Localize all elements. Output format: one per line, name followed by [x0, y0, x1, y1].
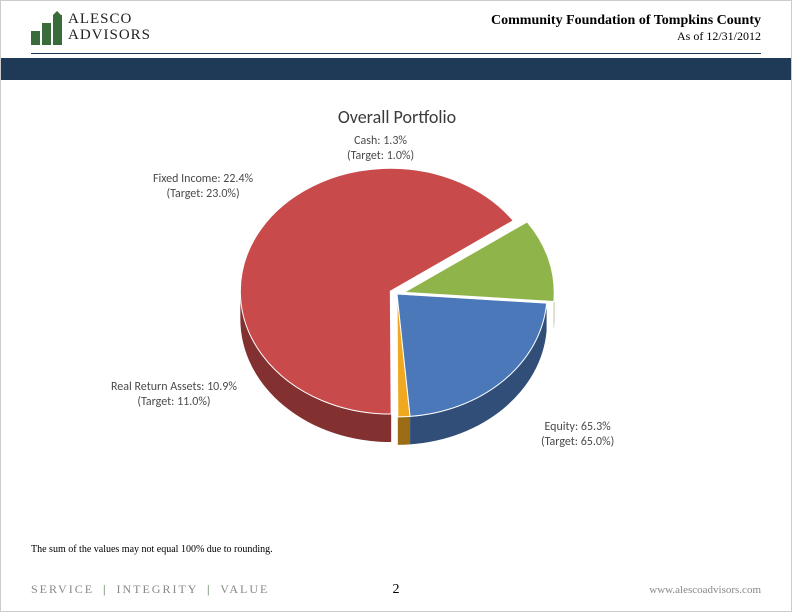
header-right: Community Foundation of Tompkins County … [491, 13, 761, 44]
footnote: The sum of the values may not equal 100%… [31, 544, 273, 555]
org-name: Community Foundation of Tompkins County [491, 13, 761, 29]
footer: SERVICE | INTEGRITY | VALUE 2 www.alesco… [1, 582, 791, 597]
logo-line1: ALESCO [68, 12, 151, 28]
header-divider [31, 53, 761, 54]
label-cash: Cash: 1.3% (Target: 1.0%) [347, 134, 414, 164]
header: ALESCO ADVISORS Community Foundation of … [1, 1, 791, 53]
logo: ALESCO ADVISORS [31, 11, 151, 45]
page-number: 2 [393, 582, 400, 598]
chart-area: Overall Portfolio Cash: 1.3% (Target: 1.… [1, 80, 792, 500]
pie-svg [217, 144, 577, 464]
chart-title: Overall Portfolio [1, 106, 792, 128]
color-band [1, 58, 791, 80]
logo-text: ALESCO ADVISORS [68, 12, 151, 44]
logo-bars-icon [31, 11, 62, 45]
footer-tagline: SERVICE | INTEGRITY | VALUE [31, 582, 269, 597]
footer-url: www.alescoadvisors.com [649, 584, 761, 596]
pie-chart [217, 144, 577, 464]
asof-date: As of 12/31/2012 [491, 29, 761, 44]
logo-line2: ADVISORS [68, 28, 151, 44]
label-fixed-income: Fixed Income: 22.4% (Target: 23.0%) [153, 172, 253, 202]
label-equity: Equity: 65.3% (Target: 65.0%) [541, 420, 614, 450]
label-real-return: Real Return Assets: 10.9% (Target: 11.0%… [111, 380, 237, 410]
